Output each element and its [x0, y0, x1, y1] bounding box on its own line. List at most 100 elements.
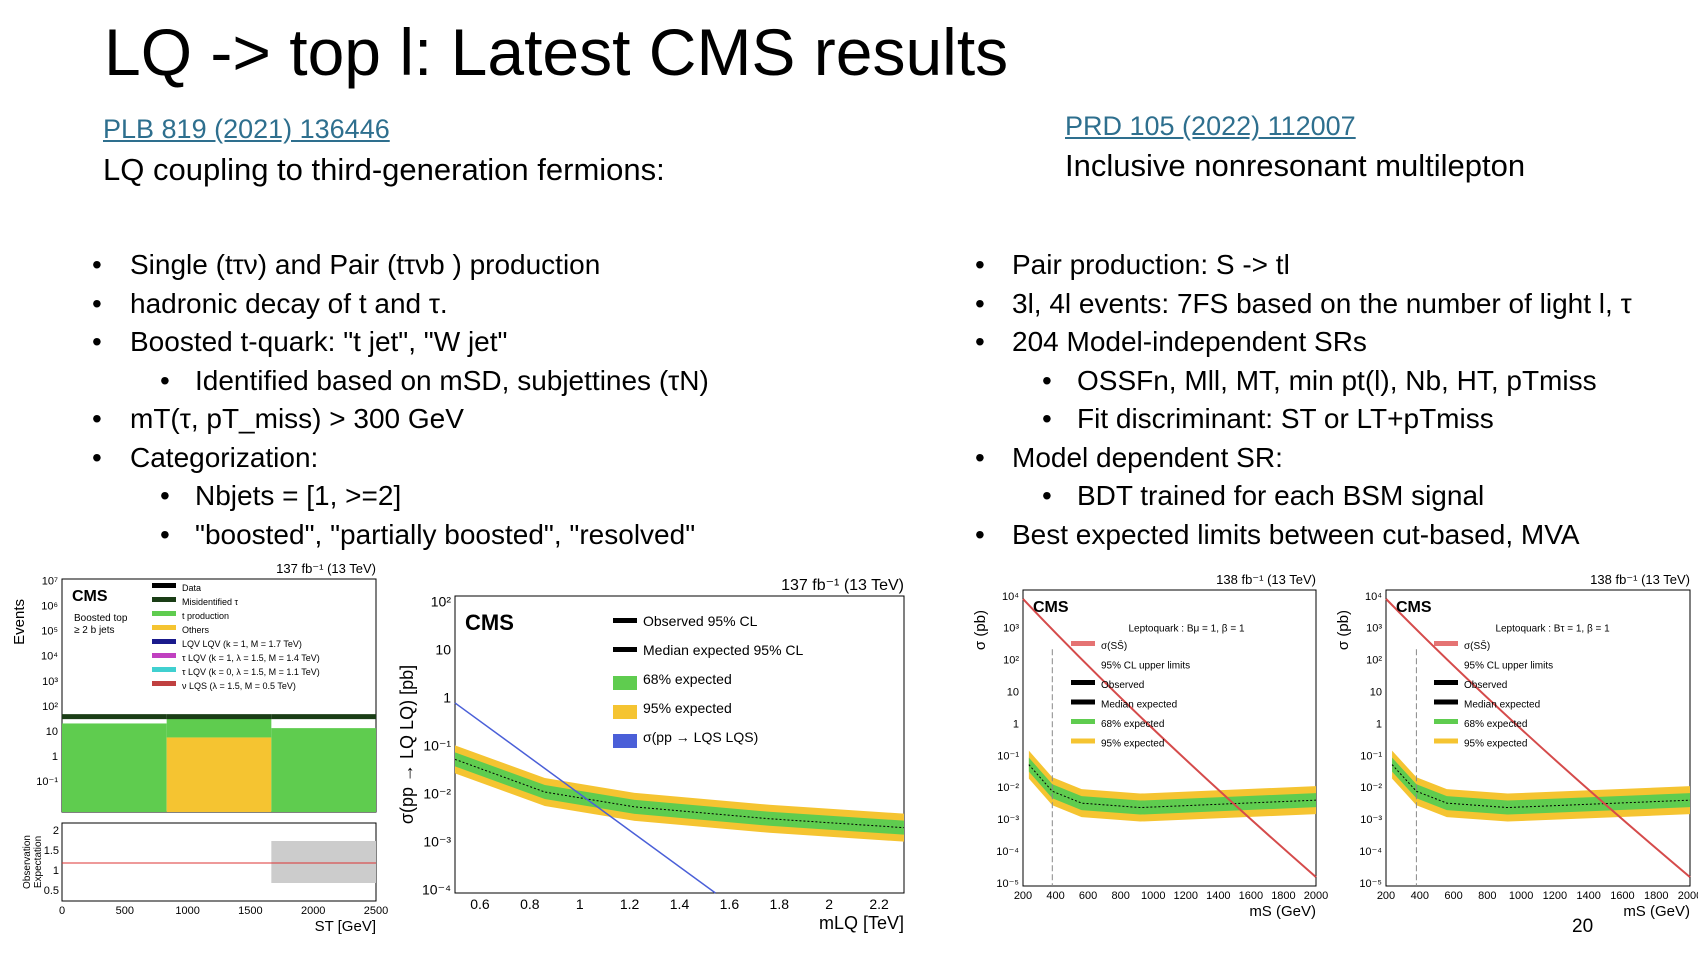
y-tick-label: 10⁵ — [41, 626, 58, 638]
y-tick-label: 10⁻⁵ — [1359, 878, 1382, 890]
y-tick-label: 10⁻¹ — [423, 738, 451, 754]
axis-label: mS (GeV) — [1623, 903, 1690, 920]
reference-link[interactable]: PLB 819 (2021) 136446 — [103, 114, 390, 144]
bullet-dot: • — [1042, 480, 1052, 511]
subtitle: LQ coupling to third-generation fermions… — [103, 152, 665, 187]
x-tick-label: 1.6 — [720, 896, 740, 912]
y-tick-label: 10³ — [42, 676, 58, 688]
legend-entry: Others — [182, 625, 210, 635]
x-tick-label: 0 — [59, 905, 65, 917]
legend-entry: LQV LQV (k = 1, M = 1.7 TeV) — [182, 639, 302, 649]
y-tick-label: 1 — [1376, 718, 1382, 730]
sub-bullet-text: OSSFn, Mll, MT, min pt(l), Nb, HT, pTmis… — [1077, 364, 1597, 396]
bullet-text: Best expected limits between cut-based, … — [1012, 518, 1580, 550]
y-tick-label: 1 — [52, 751, 58, 763]
y-tick-label: 10 — [435, 642, 451, 658]
y-tick-label: 0.5 — [44, 885, 59, 897]
y-tick-label: 1.5 — [44, 845, 59, 857]
legend-swatch — [152, 639, 176, 644]
legend-swatch — [1071, 699, 1095, 705]
x-tick-label: 1400 — [1206, 890, 1230, 902]
y-tick-label: 1 — [443, 690, 451, 706]
y-tick-label: 10 — [1007, 686, 1019, 698]
luminosity: 137 fb⁻¹ (13 TeV) — [276, 561, 376, 576]
legend-entry: Misidentified τ — [182, 597, 239, 607]
legend-swatch — [613, 647, 637, 652]
axis-label: Events — [11, 599, 28, 645]
x-tick-label: 1800 — [1644, 890, 1668, 902]
legend-entry: ν LQS (λ = 1.5, M = 0.5 TeV) — [182, 681, 296, 691]
sub-bullet-text: BDT trained for each BSM signal — [1077, 480, 1485, 511]
legend-swatch — [1434, 680, 1458, 685]
stack — [62, 714, 167, 720]
y-tick-label: 2 — [53, 825, 59, 837]
axis-label: σ (pb) — [972, 610, 989, 650]
bullet-text: Model dependent SR: — [1012, 441, 1283, 473]
luminosity: 138 fb⁻¹ (13 TeV) — [1216, 572, 1316, 587]
x-tick-label: 1600 — [1239, 890, 1263, 902]
y-tick-label: 10⁴ — [41, 651, 58, 663]
luminosity: 138 fb⁻¹ (13 TeV) — [1590, 572, 1690, 587]
legend-swatch — [1071, 641, 1095, 646]
y-tick-label: 10² — [42, 701, 58, 713]
reference-link[interactable]: PRD 105 (2022) 112007 — [1065, 111, 1356, 141]
y-tick-label: 10³ — [1366, 623, 1382, 635]
legend-entry: Observed — [1464, 680, 1507, 691]
legend-entry: t production — [182, 611, 229, 621]
y-tick-label: 10⁻¹ — [36, 776, 58, 788]
sub-bullet-text: Fit discriminant: ST or LT+pTmiss — [1077, 403, 1494, 434]
plot-note: ≥ 2 b jets — [74, 625, 115, 636]
stack — [271, 714, 376, 720]
x-tick-label: 1800 — [1271, 890, 1295, 902]
legend-swatch — [613, 734, 637, 748]
y-tick-label: 1 — [1013, 718, 1019, 730]
sub-bullet-text: Identified based on mSD, subjettines (τN… — [195, 364, 709, 396]
x-tick-label: 1500 — [238, 905, 262, 917]
bullet-dot: • — [92, 249, 102, 280]
stack — [166, 737, 272, 812]
stack — [271, 728, 376, 812]
legend-entry: 68% expected — [643, 671, 732, 687]
y-tick-label: 10⁻⁴ — [1359, 846, 1382, 858]
x-tick-label: 2000 — [1304, 890, 1328, 902]
y-tick-label: 1 — [53, 865, 59, 877]
plot-frame — [1022, 589, 1317, 887]
y-tick-label: 10⁻² — [997, 782, 1019, 794]
legend-swatch — [152, 611, 176, 616]
x-tick-label: 2000 — [301, 905, 325, 917]
legend-entry: τ LQV (k = 0, λ = 1.5, M = 1.1 TeV) — [182, 667, 320, 677]
sub-bullet-text: Nbjets = [1, >=2] — [195, 480, 402, 511]
legend-swatch — [1434, 699, 1458, 705]
y-tick-label: 10⁻³ — [423, 834, 451, 850]
x-tick-label: 1.2 — [620, 896, 640, 912]
legend-swatch — [1071, 680, 1095, 685]
x-tick-label: 1400 — [1576, 890, 1600, 902]
cms-label: CMS — [1396, 599, 1432, 616]
y-tick-label: 10⁻³ — [1360, 814, 1382, 826]
band — [1392, 757, 1690, 815]
bullet-dot: • — [160, 518, 170, 550]
x-tick-label: 1600 — [1610, 890, 1634, 902]
x-tick-label: 200 — [1014, 890, 1032, 902]
axis-label: σ (pb) — [1335, 610, 1352, 650]
model-label: Leptoquark : Bμ = 1, β = 1 — [1128, 623, 1244, 634]
y-tick-label: 10⁶ — [41, 601, 58, 613]
model-label: Leptoquark : Bτ = 1, β = 1 — [1495, 623, 1610, 634]
legend-entry: 95% expected — [1101, 739, 1164, 750]
y-tick-label: 10⁻² — [1360, 782, 1382, 794]
legend-swatch — [152, 597, 176, 602]
y-tick-label: 10⁻⁴ — [996, 846, 1019, 858]
x-tick-label: 200 — [1377, 890, 1395, 902]
bullet-dot: • — [160, 364, 170, 396]
bullet-dot: • — [160, 480, 170, 511]
legend-entry: Observed 95% CL — [643, 613, 758, 629]
y-tick-label: 10⁴ — [1365, 591, 1382, 603]
y-tick-label: 10⁴ — [1002, 591, 1019, 603]
legend-entry: Data — [182, 583, 201, 593]
y-tick-label: 10⁻⁵ — [996, 878, 1019, 890]
cms-label: CMS — [465, 610, 514, 635]
plot-frame — [454, 595, 905, 894]
legend-swatch — [152, 625, 176, 630]
legend-swatch — [152, 681, 176, 686]
